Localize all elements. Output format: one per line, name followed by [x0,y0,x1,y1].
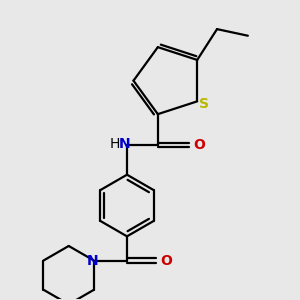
Text: N: N [119,137,130,151]
Text: O: O [161,254,172,268]
Text: O: O [194,138,206,152]
Text: S: S [199,97,209,111]
Text: N: N [87,254,99,268]
Text: H: H [110,137,120,151]
